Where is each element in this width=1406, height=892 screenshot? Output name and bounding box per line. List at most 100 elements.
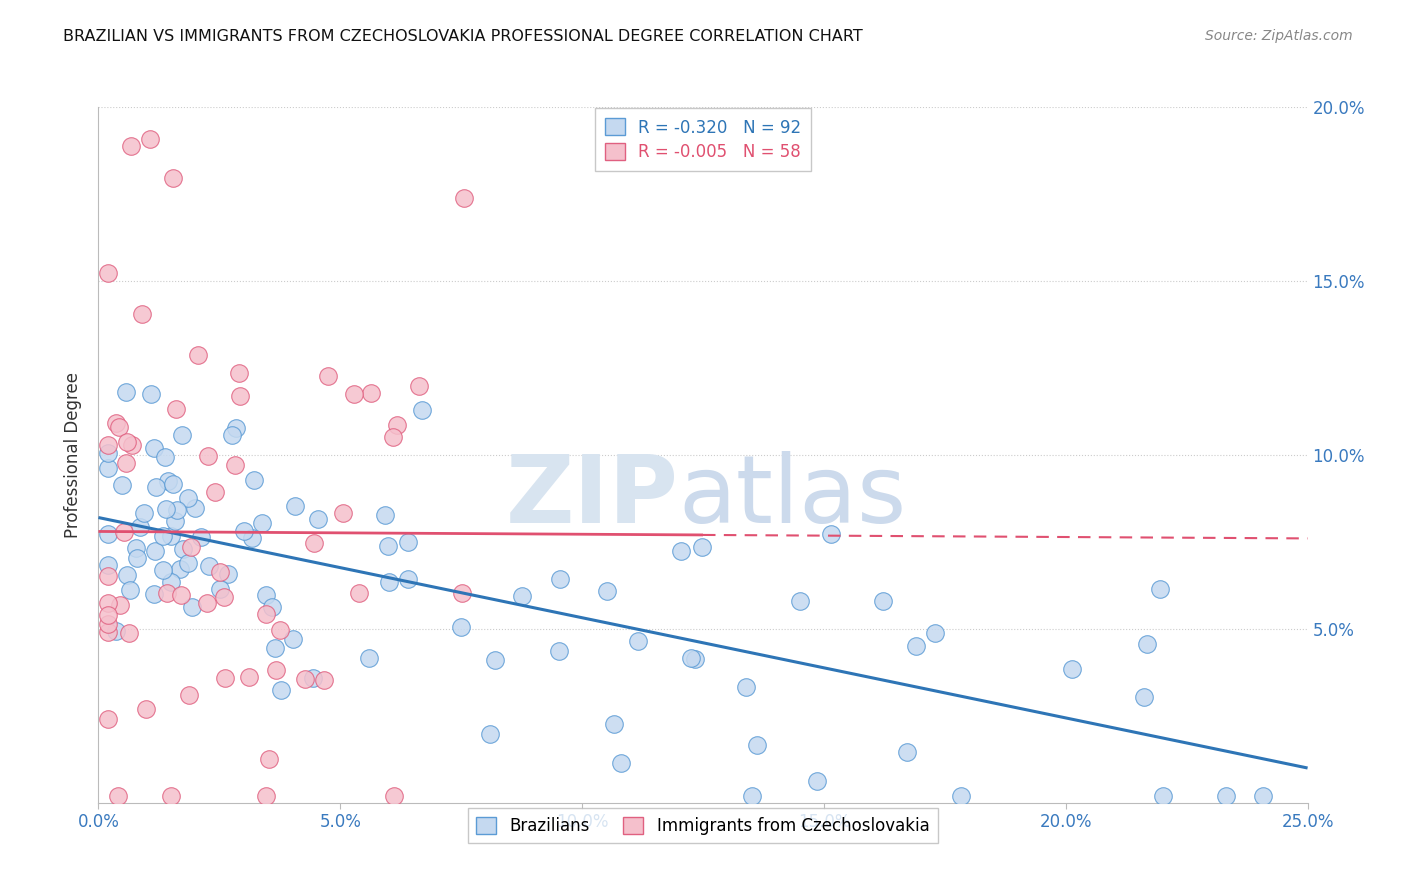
Point — [198, 559, 221, 574]
Point — [183, 501, 205, 516]
Point — [107, 789, 129, 803]
Point — [284, 499, 307, 513]
Point — [97, 596, 120, 610]
Point — [159, 789, 181, 803]
Point — [108, 598, 131, 612]
Point — [332, 506, 354, 520]
Point — [294, 673, 316, 687]
Point — [180, 541, 202, 555]
Point — [671, 544, 693, 558]
Point — [221, 428, 243, 442]
Point — [381, 429, 404, 443]
Point — [177, 688, 200, 702]
Point — [160, 529, 183, 543]
Point — [166, 503, 188, 517]
Y-axis label: Professional Degree: Professional Degree — [65, 372, 83, 538]
Text: BRAZILIAN VS IMMIGRANTS FROM CZECHOSLOVAKIA PROFESSIONAL DEGREE CORRELATION CHAR: BRAZILIAN VS IMMIGRANTS FROM CZECHOSLOVA… — [63, 29, 863, 44]
Point — [343, 387, 366, 401]
Point — [108, 419, 131, 434]
Point — [97, 608, 120, 623]
Point — [735, 681, 758, 695]
Text: atlas: atlas — [679, 450, 907, 542]
Point — [872, 593, 894, 607]
Point — [374, 508, 396, 523]
Point — [208, 565, 231, 579]
Point — [548, 572, 571, 586]
Point — [125, 541, 148, 555]
Point — [97, 527, 120, 541]
Point — [97, 712, 120, 726]
Point — [112, 524, 135, 539]
Point — [396, 572, 419, 586]
Point — [187, 348, 209, 362]
Point — [547, 644, 569, 658]
Point — [115, 384, 138, 399]
Point — [163, 514, 186, 528]
Point — [307, 511, 329, 525]
Point — [172, 542, 194, 557]
Point — [115, 456, 138, 470]
Point — [257, 752, 280, 766]
Point — [139, 131, 162, 145]
Point — [238, 670, 260, 684]
Point — [314, 673, 336, 688]
Point — [128, 520, 150, 534]
Point — [169, 562, 191, 576]
Point — [181, 600, 204, 615]
Point — [240, 532, 263, 546]
Point — [155, 586, 177, 600]
Point — [690, 540, 713, 554]
Point — [1149, 582, 1171, 596]
Point — [1136, 636, 1159, 650]
Point — [304, 536, 326, 550]
Point — [360, 385, 382, 400]
Point — [924, 625, 946, 640]
Point — [681, 651, 703, 665]
Point — [228, 366, 250, 380]
Point — [270, 683, 292, 698]
Point — [1133, 690, 1156, 704]
Point — [190, 529, 212, 543]
Point — [197, 449, 219, 463]
Point — [411, 402, 433, 417]
Legend: Brazilians, Immigrants from Czechoslovakia: Brazilians, Immigrants from Czechoslovak… — [468, 808, 938, 843]
Point — [143, 544, 166, 558]
Point — [195, 596, 218, 610]
Point — [820, 527, 842, 541]
Point — [139, 387, 162, 401]
Point — [260, 599, 283, 614]
Point — [115, 435, 138, 450]
Point — [97, 624, 120, 639]
Point — [349, 586, 371, 600]
Point — [209, 582, 232, 597]
Point — [408, 379, 430, 393]
Point — [104, 624, 127, 639]
Text: ZIP: ZIP — [506, 450, 679, 542]
Point — [155, 502, 177, 516]
Point — [172, 428, 194, 442]
Point — [1215, 789, 1237, 803]
Point — [316, 369, 339, 384]
Point — [302, 672, 325, 686]
Point — [217, 566, 239, 581]
Point — [224, 458, 246, 473]
Point — [484, 653, 506, 667]
Point — [603, 716, 626, 731]
Point — [162, 476, 184, 491]
Point — [135, 702, 157, 716]
Point — [512, 589, 534, 603]
Point — [683, 651, 706, 665]
Point — [450, 586, 472, 600]
Point — [745, 739, 768, 753]
Point — [896, 745, 918, 759]
Point — [97, 438, 120, 452]
Point — [97, 569, 120, 583]
Point — [145, 480, 167, 494]
Point — [152, 564, 174, 578]
Point — [264, 640, 287, 655]
Point — [1152, 789, 1174, 803]
Point — [610, 756, 633, 770]
Point — [789, 594, 811, 608]
Point — [157, 475, 180, 489]
Point — [1253, 789, 1275, 803]
